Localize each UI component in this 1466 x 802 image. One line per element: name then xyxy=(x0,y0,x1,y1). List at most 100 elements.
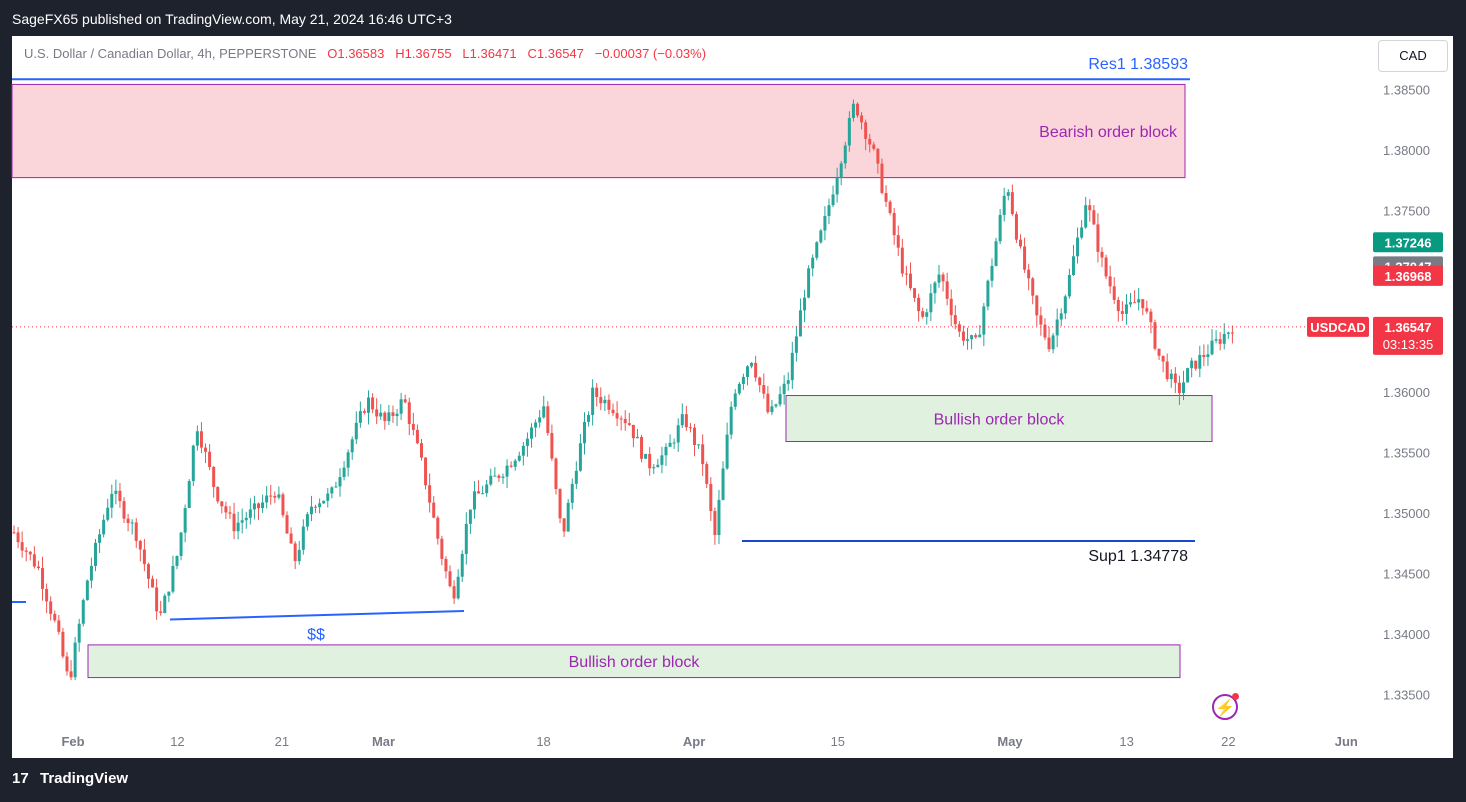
candle-body xyxy=(957,324,961,332)
candle-body xyxy=(835,177,839,195)
candle-body xyxy=(607,399,611,410)
candle-body xyxy=(57,620,61,632)
candle-body xyxy=(45,588,49,602)
candle-body xyxy=(367,397,371,413)
candle-body xyxy=(20,542,24,551)
candle-body xyxy=(350,439,354,453)
candle-body xyxy=(1186,368,1190,383)
publisher-text: SageFX65 published on TradingView.com, M… xyxy=(12,11,452,27)
candle-body xyxy=(81,600,85,624)
x-tick-label: 13 xyxy=(1119,734,1133,749)
candle-body xyxy=(542,406,546,418)
candle-body xyxy=(640,436,644,459)
candle-body xyxy=(530,427,534,439)
x-tick-label: 21 xyxy=(275,734,289,749)
order-block-zone xyxy=(87,644,1181,679)
candle-body xyxy=(570,483,574,503)
x-tick-label: 22 xyxy=(1221,734,1235,749)
x-tick-label: 12 xyxy=(170,734,184,749)
level-label: Res1 1.38593 xyxy=(1088,56,1188,73)
candle-body xyxy=(204,447,208,452)
candle-body xyxy=(167,591,171,596)
liquidity-trendline xyxy=(169,610,465,621)
legend-open: O1.36583 xyxy=(327,46,385,61)
candle-body xyxy=(680,414,684,426)
price-label-text: 1.37246 xyxy=(1385,235,1432,250)
candle-body xyxy=(587,415,591,422)
candle-body xyxy=(937,274,941,283)
candle-body xyxy=(970,335,974,340)
symbol-tag-text: USDCAD xyxy=(1310,320,1366,335)
candle-body xyxy=(790,352,794,381)
candle-body xyxy=(582,421,586,444)
candle-body xyxy=(395,413,399,417)
candle-body xyxy=(766,393,770,413)
candle-body xyxy=(171,565,175,592)
candle-body xyxy=(49,601,53,614)
candle-body xyxy=(1067,274,1071,297)
candle-body xyxy=(69,671,73,678)
tradingview-logo-icon: 17 xyxy=(12,770,29,787)
candle-body xyxy=(534,422,538,428)
candle-body xyxy=(505,465,509,477)
candle-body xyxy=(864,122,868,139)
candle-body xyxy=(676,425,680,443)
candle-body xyxy=(155,587,159,612)
candle-body xyxy=(986,280,990,307)
candle-body xyxy=(265,495,269,503)
candle-body xyxy=(713,511,717,536)
candle-body xyxy=(851,103,855,118)
candle-body xyxy=(961,331,965,341)
candle-body xyxy=(342,467,346,478)
candle-body xyxy=(994,241,998,266)
candle-body xyxy=(856,103,860,116)
x-tick-label: Feb xyxy=(61,734,84,749)
candle-body xyxy=(660,455,664,465)
candle-body xyxy=(318,503,322,508)
candle-body xyxy=(615,413,619,419)
candle-body xyxy=(273,495,277,498)
candle-body xyxy=(998,214,1002,242)
y-tick-label: 1.35000 xyxy=(1383,506,1430,521)
x-tick-label: Mar xyxy=(372,734,395,749)
candle-body xyxy=(1157,348,1161,356)
candle-body xyxy=(1092,210,1096,225)
x-tick-label: May xyxy=(997,734,1023,749)
candle-body xyxy=(73,642,77,678)
candle-body xyxy=(261,502,265,509)
candle-body xyxy=(269,495,273,497)
candle-body xyxy=(444,558,448,572)
candle-body xyxy=(187,481,191,509)
candle-body xyxy=(627,423,631,425)
candle-body xyxy=(285,515,289,534)
candle-body xyxy=(102,519,106,535)
candle-body xyxy=(538,417,542,423)
candle-body xyxy=(953,315,957,325)
candle-body xyxy=(1177,382,1181,394)
symbol-tag-box xyxy=(1307,316,1369,337)
candle-body xyxy=(656,464,660,468)
lightning-icon[interactable]: ⚡ xyxy=(1212,693,1239,720)
candle-body xyxy=(1129,302,1133,305)
candle-body xyxy=(464,523,468,554)
candle-body xyxy=(1145,308,1149,312)
candle-body xyxy=(697,444,701,446)
countdown-text: 03:13:35 xyxy=(1383,337,1434,352)
candle-body xyxy=(362,411,366,413)
currency-button[interactable]: CAD xyxy=(1378,40,1448,72)
candle-body xyxy=(16,532,20,543)
candle-body xyxy=(705,464,709,484)
candle-body xyxy=(1153,322,1157,349)
x-tick-label: 15 xyxy=(831,734,845,749)
candle-body xyxy=(1120,311,1124,314)
candle-body xyxy=(424,457,428,486)
candle-body xyxy=(126,518,130,523)
price-label-text: 1.36968 xyxy=(1385,269,1432,284)
last-price-text: 1.36547 xyxy=(1385,320,1432,335)
candle-body xyxy=(419,443,423,458)
price-label-box xyxy=(1373,265,1443,286)
candle-body xyxy=(146,564,150,579)
candle-body xyxy=(913,288,917,298)
candle-body xyxy=(631,424,635,439)
